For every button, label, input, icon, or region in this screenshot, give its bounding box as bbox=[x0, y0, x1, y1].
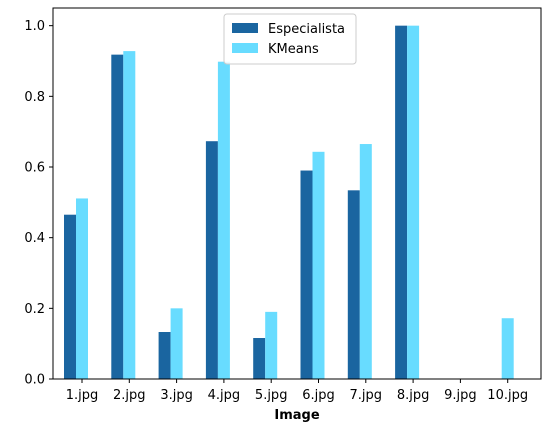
bar-especialista-1.jpg bbox=[64, 214, 76, 379]
y-tick-label: 0.0 bbox=[24, 373, 45, 388]
x-axis-title: Image bbox=[274, 408, 319, 423]
x-tick-label: 7.jpg bbox=[350, 388, 383, 403]
bars-group bbox=[64, 25, 514, 380]
bar-especialista-4.jpg bbox=[205, 141, 218, 379]
bar-kmeans-3.jpg bbox=[170, 308, 183, 379]
y-tick-label: 1.0 bbox=[24, 19, 45, 34]
y-tick-label: 0.6 bbox=[24, 161, 45, 176]
legend-label-especialista: Especialista bbox=[268, 22, 345, 37]
x-tick-label: 8.jpg bbox=[397, 388, 430, 403]
bar-especialista-6.jpg bbox=[300, 170, 313, 379]
x-tick-label: 3.jpg bbox=[160, 388, 193, 403]
x-tick-label: 2.jpg bbox=[113, 388, 146, 403]
bar-kmeans-7.jpg bbox=[359, 144, 372, 379]
bar-especialista-7.jpg bbox=[347, 190, 360, 379]
bar-especialista-8.jpg bbox=[395, 25, 408, 380]
x-tick-label: 6.jpg bbox=[302, 388, 335, 403]
legend-label-kmeans: KMeans bbox=[268, 42, 319, 57]
bar-kmeans-8.jpg bbox=[407, 25, 420, 380]
y-tick-label: 0.2 bbox=[24, 302, 45, 317]
y-tick-label: 0.4 bbox=[24, 231, 45, 246]
y-tick-label: 0.8 bbox=[24, 90, 45, 105]
x-axis-ticks: 1.jpg 2.jpg 3.jpg 4.jpg 5.jpg 6.jpg 7.jpg 8.jpg… bbox=[66, 379, 528, 403]
y-axis-ticks: 0.0 0.2 0.4 0.6 0.8 1.0 bbox=[24, 19, 53, 388]
bar-especialista-5.jpg bbox=[253, 338, 266, 379]
legend: Especialista KMeans bbox=[223, 13, 357, 65]
legend-swatch-kmeans bbox=[232, 43, 258, 53]
bar-kmeans-10.jpg bbox=[501, 318, 514, 379]
bar-kmeans-4.jpg bbox=[217, 61, 230, 379]
x-tick-label: 5.jpg bbox=[255, 388, 288, 403]
plot-frame bbox=[52, 7, 542, 380]
bar-kmeans-5.jpg bbox=[265, 311, 278, 379]
x-tick-label: 9.jpg bbox=[444, 388, 477, 403]
legend-swatch-especialista bbox=[232, 23, 258, 33]
bar-especialista-2.jpg bbox=[111, 54, 124, 379]
bar-kmeans-2.jpg bbox=[123, 51, 136, 380]
bar-especialista-3.jpg bbox=[158, 332, 171, 379]
bar-kmeans-1.jpg bbox=[76, 198, 88, 379]
bar-kmeans-6.jpg bbox=[312, 151, 325, 379]
x-tick-label: 1.jpg bbox=[66, 388, 99, 403]
x-tick-label: 10.jpg bbox=[487, 388, 528, 403]
x-tick-label: 4.jpg bbox=[208, 388, 241, 403]
